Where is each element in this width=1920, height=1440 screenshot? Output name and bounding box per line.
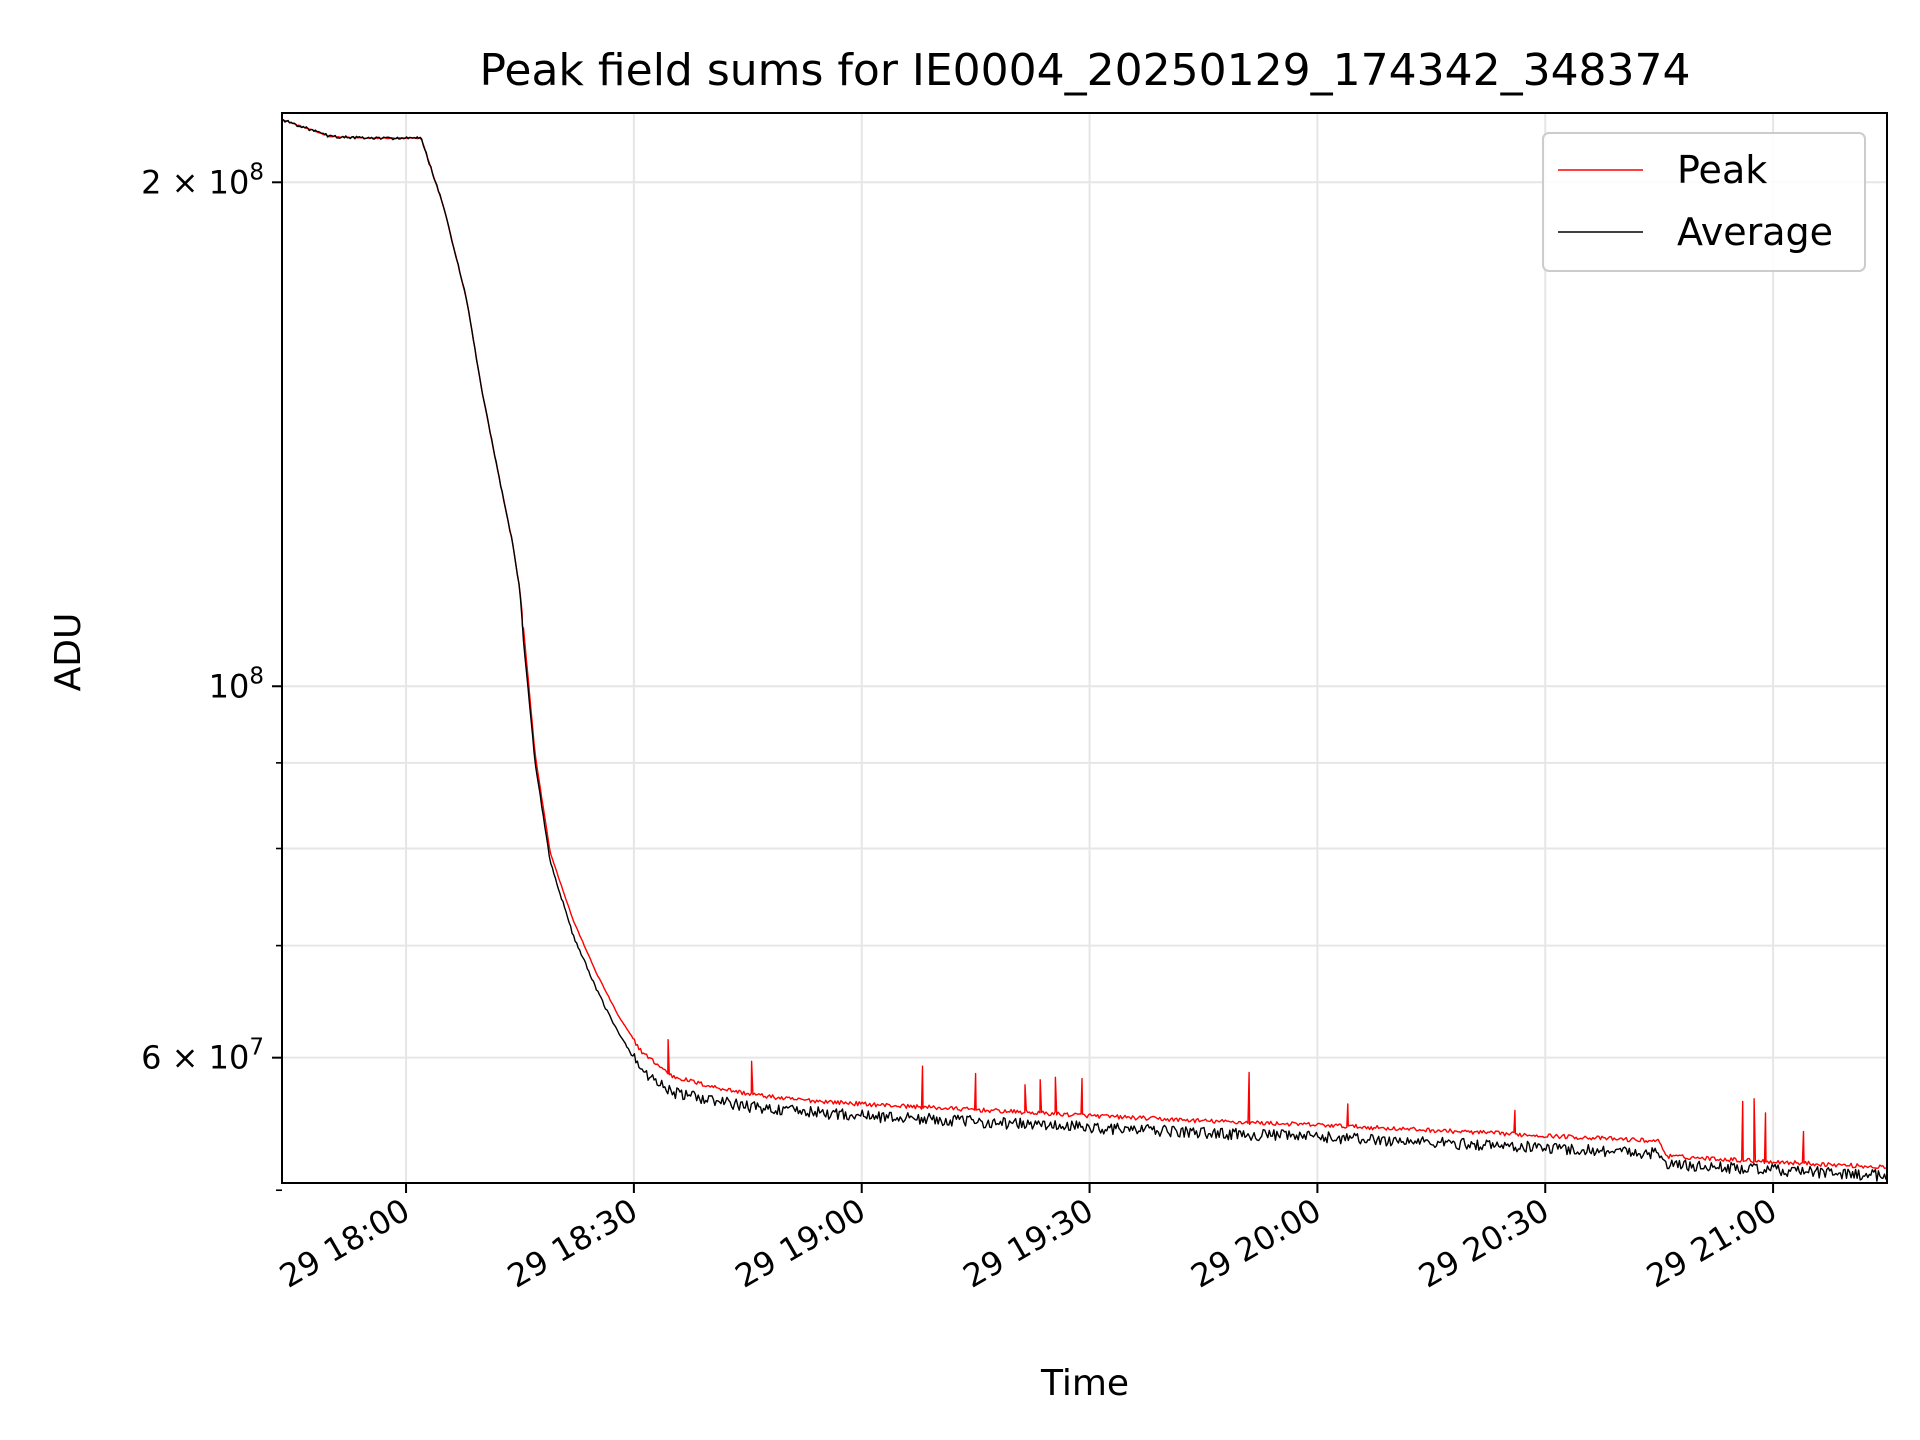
axes-layer [281, 112, 1888, 1184]
plot-frame [281, 112, 1888, 1184]
legend-label-average: Average [1677, 210, 1833, 254]
chart-title: Peak field sums for IE0004_20250129_1743… [479, 45, 1690, 96]
grid-layer [282, 113, 1887, 1183]
legend: Peak Average [1542, 132, 1866, 272]
x-axis-title: Time [1040, 1363, 1129, 1404]
y-tick-label: 6 × 107 [141, 1035, 264, 1077]
series-line-peak [282, 119, 1887, 1169]
series-line-average [282, 118, 1887, 1182]
series-layer [282, 118, 1887, 1182]
y-axis-title: ADU [48, 613, 89, 692]
y-tick-label: 108 [209, 663, 264, 705]
legend-box [1542, 132, 1866, 272]
y-tick-label: 2 × 108 [141, 159, 264, 201]
legend-label-peak: Peak [1677, 148, 1767, 192]
